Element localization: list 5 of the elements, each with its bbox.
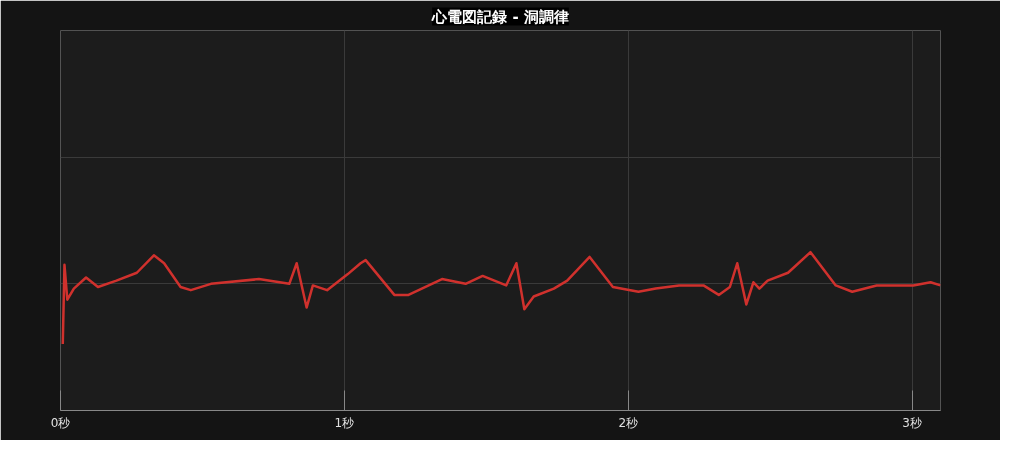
x-tick-label: 1秒 <box>334 415 355 430</box>
x-tick-label: 0秒 <box>50 415 71 430</box>
chart-title: 心電図記録 - 洞調律 <box>431 7 569 26</box>
x-tick-label: 3秒 <box>902 415 922 430</box>
x-tick-label: 2秒 <box>618 415 639 430</box>
